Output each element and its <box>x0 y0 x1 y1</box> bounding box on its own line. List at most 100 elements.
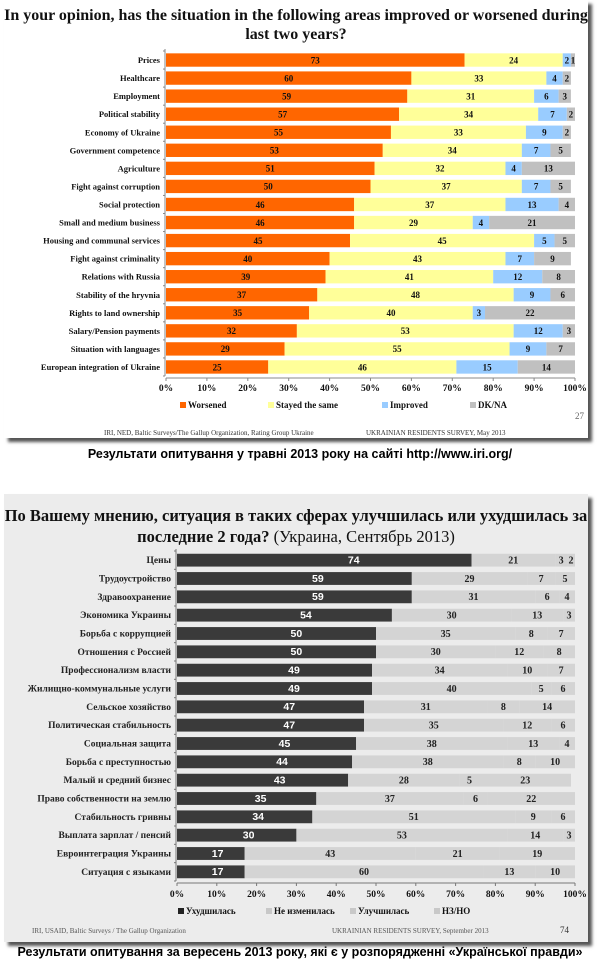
data-label: 59 <box>312 573 324 585</box>
data-label: 37 <box>442 182 452 192</box>
bar-segment-stayed-the-same <box>411 71 547 85</box>
data-label: 2 <box>565 128 570 138</box>
data-label: 5 <box>563 236 568 246</box>
data-label: 59 <box>282 91 292 101</box>
legend-swatch <box>268 402 274 408</box>
bar-segment-worsened <box>166 288 318 302</box>
data-label: 34 <box>435 665 445 676</box>
data-label: 53 <box>397 830 407 841</box>
bar-segment-не-изменилась <box>364 700 488 714</box>
data-label: 32 <box>227 326 237 336</box>
data-label: 13 <box>504 867 514 878</box>
bar-segment-нз-но <box>555 572 575 585</box>
category-label: Ситуация с языками <box>81 868 171 878</box>
data-label: 31 <box>469 592 479 603</box>
data-label: 6 <box>561 684 566 695</box>
x-tick-label: 70% <box>446 890 465 900</box>
data-label: 5 <box>558 182 563 192</box>
data-label: 29 <box>409 218 419 228</box>
category-label: Евроинтеграция Украины <box>57 850 172 860</box>
bar-segment-улучшилась <box>507 663 548 677</box>
bar-segment-improved <box>534 89 559 103</box>
data-label: 21 <box>453 849 463 860</box>
data-label: 24 <box>509 55 519 65</box>
data-label: 37 <box>385 794 395 805</box>
bar-segment-improved <box>472 306 486 320</box>
category-label: Rights to land ownership <box>69 308 160 318</box>
data-label: 32 <box>436 164 446 174</box>
bar-segment-ухудшилась <box>177 608 392 622</box>
bar-segment-worsened <box>166 161 375 176</box>
x-tick-label: 40% <box>327 890 346 900</box>
bar-segment-worsened <box>166 360 269 374</box>
data-label: 59 <box>312 591 324 603</box>
bar-segment-нз-но <box>535 865 575 879</box>
data-label: 13 <box>528 200 538 210</box>
bar-segment-нз-но <box>543 645 575 659</box>
bar-segment-worsened <box>166 342 285 356</box>
x-tick-label: 80% <box>486 890 505 900</box>
data-label: 33 <box>474 73 484 83</box>
bar-segment-ухудшилась <box>177 828 297 842</box>
data-label: 7 <box>518 254 523 264</box>
bar-segment-stayed-the-same <box>464 53 563 67</box>
category-label: Small and medium business <box>59 218 161 228</box>
category-label: Employment <box>113 91 160 101</box>
bar-segment-не-изменилась <box>244 847 416 860</box>
bar-segment-нз-но <box>535 755 575 769</box>
data-label: 30 <box>431 647 441 658</box>
bar-segment-improved <box>521 143 551 157</box>
data-label: 28 <box>399 775 409 786</box>
bar-segment-нз-но <box>479 773 572 787</box>
data-label: 6 <box>561 812 566 823</box>
bar-segment-dk-na <box>550 143 571 157</box>
data-label: 5 <box>467 775 472 786</box>
bar-segment-stayed-the-same <box>350 233 535 248</box>
bar-segment-улучшилась <box>483 865 536 879</box>
bar-segment-улучшилась <box>507 737 560 750</box>
bar-segment-улучшилась <box>515 810 552 824</box>
bar-segment-improved <box>505 197 559 212</box>
category-label: Сельское хозяйство <box>86 702 171 713</box>
data-label: 43 <box>413 254 423 264</box>
x-tick-label: 60% <box>402 384 421 394</box>
category-label: Fight against corruption <box>71 181 160 191</box>
bar-segment-ухудшилась <box>177 553 472 567</box>
x-tick-label: 50% <box>361 384 380 394</box>
data-label: 60 <box>284 73 294 83</box>
data-label: 6 <box>561 720 566 731</box>
bar-segment-dk-na <box>517 360 575 374</box>
data-label: 22 <box>526 308 536 318</box>
legend-swatch <box>382 402 388 408</box>
data-label: 29 <box>465 574 475 585</box>
data-label: 6 <box>544 91 549 101</box>
bar-segment-dk-na <box>550 288 575 302</box>
data-label: 25 <box>213 362 223 372</box>
bar-segment-worsened <box>166 233 351 248</box>
data-label: 60 <box>359 867 369 878</box>
bar-segment-ухудшилась <box>177 773 349 787</box>
data-label: 43 <box>325 849 335 860</box>
category-label: Agriculture <box>118 163 161 173</box>
category-label: European integration of Ukraine <box>41 362 160 372</box>
legend-label: Worsened <box>188 400 227 410</box>
data-label: 7 <box>550 109 555 119</box>
data-label: 10 <box>550 757 560 768</box>
legend-label: Ухудшилась <box>186 906 236 916</box>
x-tick-label: 40% <box>320 384 339 394</box>
category-label: Цены <box>147 556 172 566</box>
data-label: 3 <box>567 610 572 621</box>
bar-segment-worsened <box>166 215 355 230</box>
x-tick-label: 20% <box>247 890 266 900</box>
legend-label: Не изменилась <box>274 906 335 916</box>
bar-segment-не-изменилась <box>411 572 528 585</box>
x-tick-label: 10% <box>197 384 216 394</box>
bar-segment-нз-но <box>567 553 575 567</box>
bar-segment-не-изменилась <box>352 755 504 769</box>
data-label: 13 <box>544 164 554 174</box>
bar-segment-dk-na <box>562 125 571 139</box>
may-2013-survey-slide: In your opinion, has the situation in th… <box>4 0 588 438</box>
bar-segment-не-изменилась <box>364 718 504 732</box>
category-label: Fight against criminality <box>70 254 160 264</box>
